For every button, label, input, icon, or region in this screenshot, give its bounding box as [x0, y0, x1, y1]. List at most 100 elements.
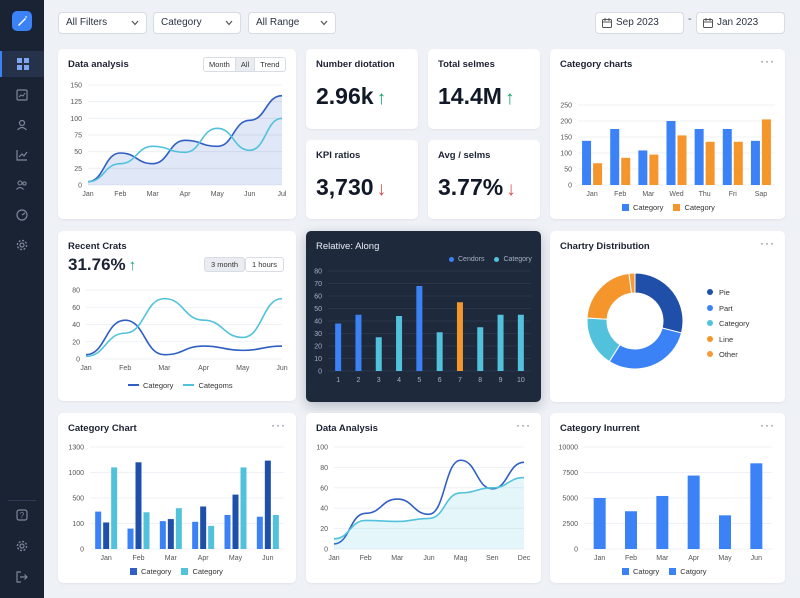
bar — [517, 314, 524, 371]
y-tick-label: 2500 — [562, 521, 578, 528]
x-tick-label: Apr — [688, 555, 700, 562]
x-tick-label: May — [236, 365, 250, 372]
x-tick-label: Jan — [80, 365, 91, 372]
users-icon[interactable] — [0, 172, 44, 198]
series-line — [87, 117, 283, 183]
relative-along-chart: 0 10 20 30 40 50 60 70 80 1 2 3 4 5 6 7 8 9 10 — [314, 269, 531, 384]
bar — [159, 521, 166, 549]
range-label: All Range — [256, 17, 300, 28]
trend-icon[interactable] — [0, 142, 44, 168]
bar — [666, 121, 676, 185]
legend-label: Category — [719, 319, 750, 328]
more-icon[interactable]: ··· — [760, 418, 775, 432]
tab-trend[interactable]: Trend — [254, 58, 284, 71]
logo-icon[interactable] — [12, 11, 32, 31]
category-label: Category — [161, 17, 202, 28]
kpi-card-number-diotation: Number diotation 2.96k ↑ — [306, 49, 418, 129]
y-tick-label: 80 — [320, 465, 328, 472]
kpi-value: 3,730 ↓ — [316, 174, 387, 200]
x-tick-label: May — [718, 555, 732, 562]
x-tick-label: 9 — [499, 377, 503, 384]
date-to-label: Jan 2023 — [717, 17, 759, 28]
more-icon[interactable]: ··· — [760, 236, 775, 250]
more-icon[interactable]: ··· — [516, 418, 531, 432]
y-tick-label: 80 — [72, 288, 80, 295]
dashboard-icon[interactable] — [0, 51, 44, 77]
bar — [135, 462, 142, 549]
x-tick-label: Mar — [165, 555, 178, 562]
reports-icon[interactable] — [0, 82, 44, 108]
series-line — [85, 319, 283, 356]
settings-icon[interactable] — [0, 232, 44, 258]
arrow-up-icon: ↑ — [128, 257, 137, 274]
x-tick-label: Sap — [755, 191, 768, 198]
y-tick-label: 500 — [72, 496, 84, 503]
data-analysis-2-card: Data Analysis ··· 0 20 40 60 80 100 Jan Feb Mar J… — [306, 413, 541, 583]
arrow-up-icon: ↑ — [504, 88, 515, 109]
x-tick-label: Jan — [328, 555, 339, 562]
chevron-down-icon — [320, 20, 328, 26]
bar — [232, 494, 239, 549]
legend-dot — [707, 335, 713, 342]
x-tick-label: Feb — [119, 365, 131, 372]
arrow-up-icon: ↑ — [376, 88, 387, 109]
bar — [625, 511, 637, 549]
tab-month[interactable]: Month — [209, 60, 230, 69]
logout-icon[interactable] — [0, 564, 44, 590]
y-tick-label: 40 — [72, 322, 80, 329]
bar — [416, 286, 423, 371]
kpi-value: 2.96k ↑ — [316, 83, 387, 109]
more-icon[interactable]: ··· — [271, 418, 286, 432]
bar — [750, 463, 763, 549]
x-tick-label: Jul — [278, 191, 287, 198]
legend-item: Category — [494, 256, 532, 263]
y-tick-label: 100 — [70, 116, 82, 123]
x-tick-label: Feb — [132, 555, 144, 562]
category-inurrent-card: Category Inurrent ··· 0 2500 5000 7500 10000… — [550, 413, 785, 583]
y-tick-label: 250 — [560, 103, 572, 110]
category-inurrent-chart: 0 2500 5000 7500 10000 Jan Feb Mar Apr May Jun — [559, 445, 772, 562]
bar — [192, 521, 199, 549]
y-tick-label: 75 — [74, 133, 82, 140]
all-filters-select[interactable]: All Filters — [58, 12, 147, 34]
bar — [335, 323, 342, 371]
bar — [593, 498, 606, 549]
y-tick-label: 60 — [314, 294, 322, 301]
y-tick-label: 0 — [324, 547, 328, 554]
x-tick-label: Jan — [586, 191, 597, 198]
bar — [355, 314, 362, 371]
x-tick-label: Jan — [82, 191, 93, 198]
x-tick-label: Jan — [101, 555, 112, 562]
range-select[interactable]: All Range — [248, 12, 336, 34]
help-icon[interactable]: ? — [0, 502, 44, 528]
bar — [208, 525, 215, 549]
tab-all[interactable]: All — [234, 58, 255, 71]
chevron-down-icon — [131, 20, 139, 26]
arrow-down-icon: ↓ — [376, 179, 387, 200]
y-tick-label: 0 — [80, 547, 84, 554]
data-analysis-2-chart: 0 20 40 60 80 100 Jan Feb Mar Jun Mag Sen Dec — [316, 445, 530, 563]
x-tick-label: Jun — [262, 555, 273, 562]
card-title: Category Chart — [68, 423, 137, 434]
gear-icon[interactable] — [0, 533, 44, 559]
speed-icon[interactable] — [0, 202, 44, 228]
x-tick-label: 1 — [336, 377, 340, 384]
date-from-picker[interactable]: Sep 2023 — [595, 12, 684, 34]
legend-item: Category — [130, 567, 171, 576]
calendar-icon — [703, 18, 713, 28]
data-analysis-chart: 0 25 50 75 100 125 150 Jan Feb Mar Apr May Jun Jul — [70, 83, 287, 199]
y-tick-label: 125 — [70, 99, 82, 106]
range-1-hours-button[interactable]: 1 hours — [245, 257, 285, 272]
date-to-picker[interactable]: Jan 2023 — [696, 12, 785, 34]
x-tick-label: 7 — [458, 377, 462, 384]
y-tick-label: 0 — [78, 183, 82, 190]
x-tick-label: Mar — [656, 555, 669, 562]
user-icon[interactable] — [0, 112, 44, 138]
x-tick-label: Thu — [699, 191, 711, 198]
more-icon[interactable]: ··· — [760, 54, 775, 68]
bar — [436, 332, 443, 371]
category-select[interactable]: Category — [153, 12, 241, 34]
range-3-month-button[interactable]: 3 month — [204, 257, 246, 272]
x-tick-label: Feb — [114, 191, 126, 198]
kpi-card-kpi-ratios: KPI ratios 3,730 ↓ — [306, 140, 418, 219]
